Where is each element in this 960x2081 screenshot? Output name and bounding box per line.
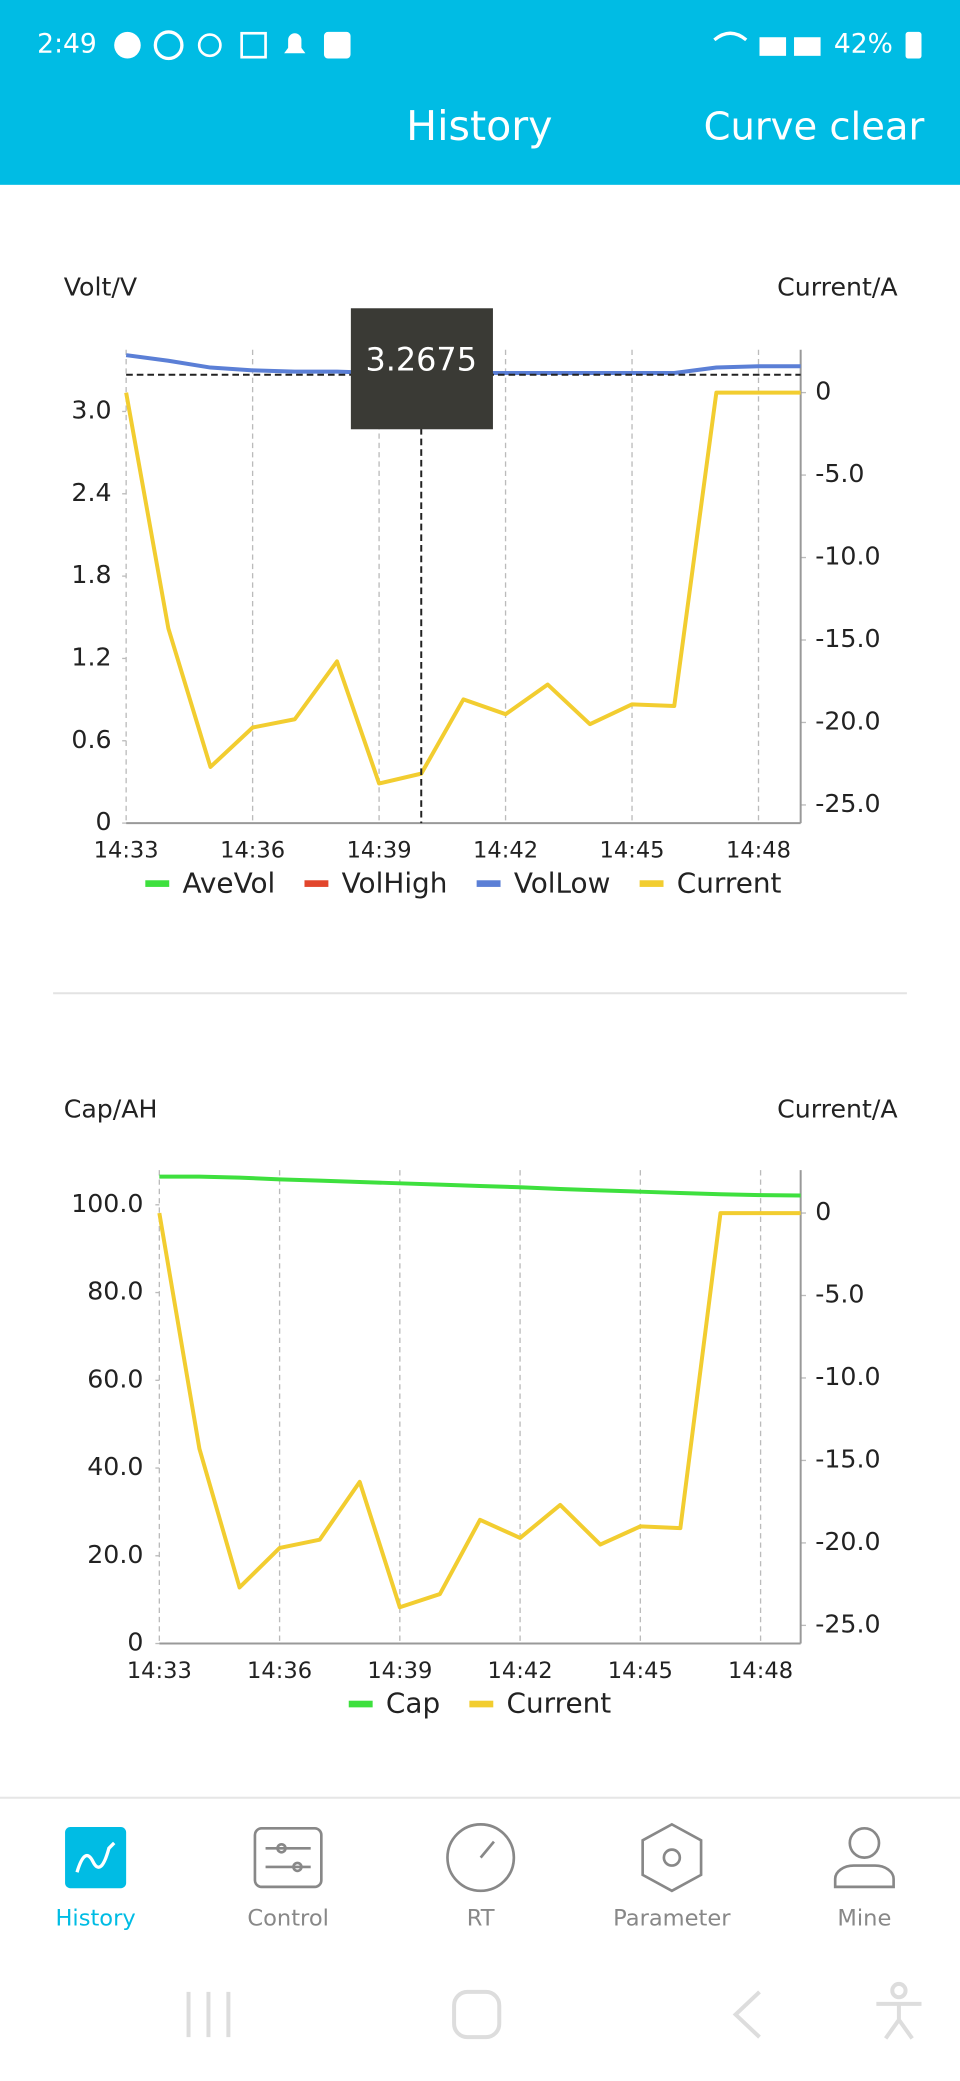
y2-axis-title: Current/A (777, 273, 898, 302)
legend-label: VolLow (514, 866, 611, 899)
legend-label: Current (507, 1687, 612, 1720)
y-axis-title: Volt/V (64, 273, 138, 302)
y-tick-label: 2.4 (71, 478, 111, 507)
y-tick-label: 80.0 (87, 1277, 143, 1306)
nav-label[interactable]: Control (247, 1905, 329, 1931)
x-tick-label: 14:39 (367, 1658, 432, 1684)
legend-swatch (304, 880, 329, 887)
y-tick-label: 20.0 (87, 1540, 143, 1569)
nav-label[interactable]: History (55, 1905, 135, 1931)
legend: Cap Current (348, 1687, 612, 1720)
legend-swatch (348, 1700, 373, 1708)
y2-tick-label: -5.0 (815, 459, 864, 488)
legend-swatch (639, 880, 664, 887)
x-tick-label: 14:45 (608, 1658, 673, 1684)
legend: AveVol VolHigh VolLow Current (145, 866, 782, 899)
y2-tick-label: -15.0 (815, 1444, 880, 1473)
x-tick-label: 14:36 (247, 1658, 312, 1684)
series-line (159, 1174, 801, 1198)
y2-tick-label: -20.0 (815, 1527, 880, 1556)
legend-label: Cap (386, 1687, 440, 1720)
nav-label[interactable]: RT (467, 1905, 495, 1931)
legend-label: Current (677, 866, 782, 899)
x-tick-label: 14:39 (347, 838, 412, 864)
y2-tick-label: -25.0 (815, 789, 880, 818)
legend-label: VolHigh (342, 866, 448, 899)
y2-tick-label: -10.0 (815, 1362, 880, 1391)
series-line (124, 390, 801, 786)
y2-tick-label: -10.0 (815, 542, 880, 571)
battery-icon (905, 31, 922, 59)
y2-tick-label: 0 (815, 1197, 831, 1226)
x-tick-label: 14:33 (127, 1658, 192, 1684)
y-tick-label: 1.2 (71, 642, 111, 671)
x-tick-label: 14:48 (728, 1658, 793, 1684)
app-bar (0, 0, 960, 185)
x-tick-label: 14:42 (488, 1658, 553, 1684)
y2-tick-label: 0 (815, 377, 831, 406)
status-icons (114, 30, 821, 61)
nav-label[interactable]: Parameter (613, 1905, 731, 1931)
system-nav[interactable] (186, 1981, 922, 2040)
y2-tick-label: -15.0 (815, 624, 880, 653)
legend-label: AveVol (182, 866, 275, 899)
legend-swatch (476, 880, 501, 887)
y2-tick-label: -20.0 (815, 706, 880, 735)
nav-label[interactable]: Mine (837, 1905, 891, 1931)
series-line (157, 1211, 801, 1610)
y-tick-label: 1.8 (71, 560, 111, 589)
legend-swatch (469, 1700, 494, 1708)
status-time: 2:49 (37, 29, 97, 60)
x-tick-label: 14:42 (473, 838, 538, 864)
y-tick-label: 40.0 (87, 1452, 143, 1481)
y-tick-label: 0 (127, 1628, 143, 1657)
status-battery: 42% (834, 29, 893, 60)
x-tick-label: 14:33 (94, 838, 159, 864)
page-title: History (406, 102, 552, 150)
y-tick-label: 60.0 (87, 1364, 143, 1393)
y2-tick-label: -25.0 (815, 1609, 880, 1638)
y-tick-label: 3.0 (71, 395, 111, 424)
x-tick-label: 14:45 (600, 838, 665, 864)
nav-icons[interactable] (253, 1822, 895, 1893)
y2-tick-label: -5.0 (815, 1279, 864, 1308)
y2-axis-title: Current/A (777, 1094, 898, 1123)
tooltip (350, 308, 493, 430)
x-tick-label: 14:48 (726, 838, 791, 864)
nav-history-icon[interactable] (65, 1827, 127, 1889)
x-tick-label: 14:36 (220, 838, 285, 864)
legend-swatch (145, 880, 170, 887)
y-tick-label: 0.6 (71, 725, 111, 754)
y-tick-label: 100.0 (71, 1189, 143, 1218)
curve-clear-button[interactable]: Curve clear (704, 104, 925, 149)
y-tick-label: 0 (95, 807, 111, 836)
tooltip-label: 3.2675 (366, 340, 477, 378)
y-axis-title: Cap/AH (64, 1094, 158, 1123)
